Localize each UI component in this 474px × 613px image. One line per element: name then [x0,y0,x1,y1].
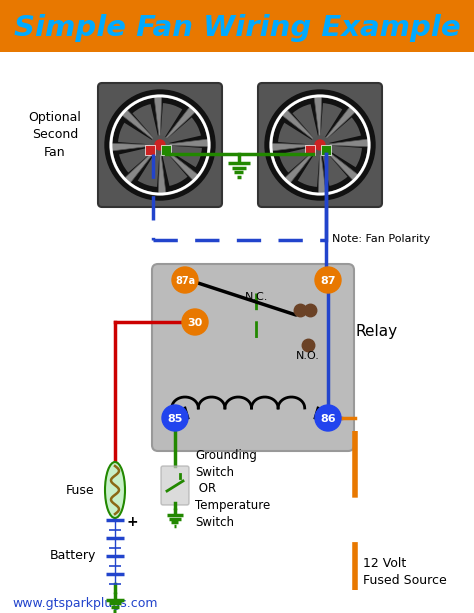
Wedge shape [320,145,368,175]
FancyBboxPatch shape [161,466,189,505]
Wedge shape [160,97,190,145]
Circle shape [315,267,341,293]
Wedge shape [112,145,160,178]
Text: N.O.: N.O. [296,351,320,361]
Circle shape [105,90,215,200]
Text: N.C.: N.C. [245,292,268,302]
Text: 86: 86 [320,414,336,424]
Wedge shape [127,97,160,145]
Circle shape [182,309,208,335]
Text: 87: 87 [320,275,336,286]
Wedge shape [272,115,320,145]
Circle shape [270,95,370,195]
Wedge shape [160,145,188,186]
Circle shape [151,136,169,154]
Text: 30: 30 [187,318,202,327]
Text: Fuse: Fuse [66,484,94,497]
Wedge shape [320,118,361,145]
Wedge shape [132,104,160,145]
Circle shape [265,90,375,200]
Wedge shape [138,145,160,187]
Wedge shape [279,145,320,172]
Wedge shape [292,104,320,145]
Wedge shape [287,97,320,145]
Wedge shape [320,145,353,192]
Wedge shape [119,145,160,172]
FancyBboxPatch shape [98,83,222,207]
FancyBboxPatch shape [146,145,155,154]
Text: Simple Fan Wiring Example: Simple Fan Wiring Example [14,14,460,42]
Wedge shape [273,145,320,178]
Wedge shape [160,103,182,145]
Wedge shape [160,145,202,167]
Text: 87a: 87a [175,275,195,286]
FancyBboxPatch shape [162,145,172,154]
Wedge shape [118,123,160,145]
Wedge shape [278,123,320,145]
Text: +: + [127,515,138,529]
Wedge shape [130,145,160,193]
Wedge shape [160,145,193,192]
Text: www.gtsparkplugs.com: www.gtsparkplugs.com [12,596,157,609]
Wedge shape [320,103,342,145]
Wedge shape [160,112,208,145]
Wedge shape [320,145,362,167]
Wedge shape [112,115,160,145]
Circle shape [315,140,325,150]
Circle shape [315,405,341,431]
Wedge shape [298,145,320,187]
FancyBboxPatch shape [152,264,354,451]
Text: Battery: Battery [50,549,96,562]
Wedge shape [320,112,368,145]
Text: Grounding
Switch
 OR
Temperature
Switch: Grounding Switch OR Temperature Switch [195,449,270,528]
FancyBboxPatch shape [0,0,474,52]
Text: Optional
Second
Fan: Optional Second Fan [28,112,82,159]
Text: 12 Volt
Fused Source: 12 Volt Fused Source [363,557,447,587]
Wedge shape [320,97,349,145]
Text: 85: 85 [167,414,182,424]
Text: Relay: Relay [356,324,398,339]
FancyBboxPatch shape [306,145,316,154]
Wedge shape [160,118,201,145]
Circle shape [110,95,210,195]
Circle shape [311,136,329,154]
Circle shape [155,140,165,150]
Circle shape [162,405,188,431]
Wedge shape [160,145,208,175]
Ellipse shape [105,462,125,518]
Wedge shape [291,145,320,193]
FancyBboxPatch shape [258,83,382,207]
Wedge shape [320,145,347,186]
FancyBboxPatch shape [321,145,331,154]
Circle shape [172,267,198,293]
Text: Note: Fan Polarity: Note: Fan Polarity [332,234,430,244]
